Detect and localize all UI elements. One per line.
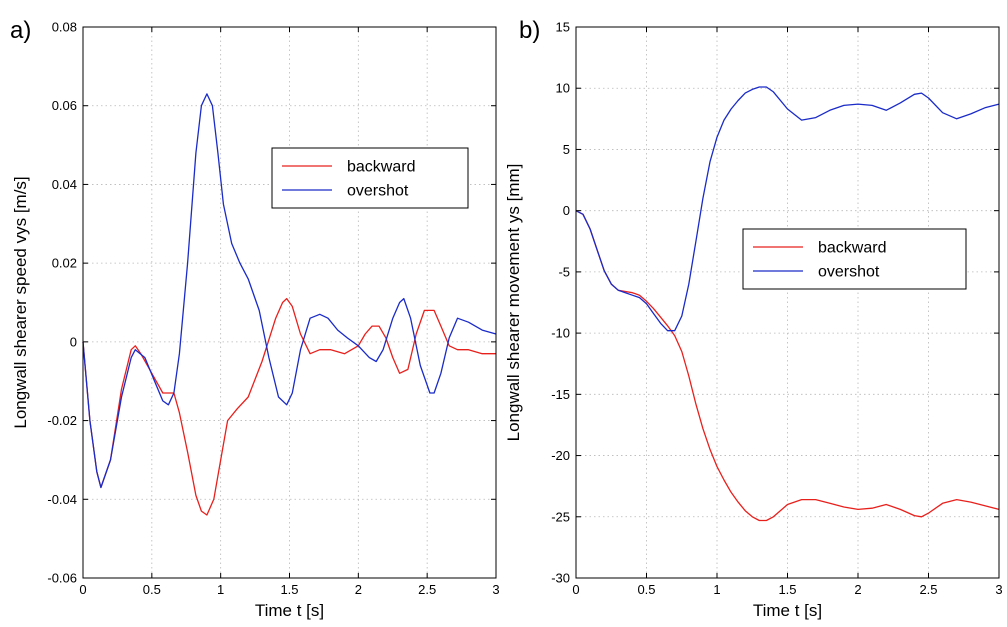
x-tick-label: 2 <box>854 582 861 597</box>
panel-a-x-tick-labels: 0 0.5 1 1.5 2 2.5 3 <box>79 27 500 597</box>
panel-a-legend: backward overshot <box>271 147 469 209</box>
x-tick-label: 2.5 <box>418 582 436 597</box>
panel-a-speed-chart: a) 0 0.5 1 1.5 2 2.5 3 -0.06 -0.04 -0.02 0 0.02 0.0… <box>10 17 500 620</box>
y-tick-label: -10 <box>551 326 570 341</box>
panel-a-y-tick-labels: -0.06 -0.04 -0.02 0 0.02 0.04 0.06 0.08 <box>47 20 496 586</box>
panel-a-y-axis-label: Longwall shearer speed vys [m/s] <box>11 176 30 428</box>
y-tick-label: -0.06 <box>47 571 77 586</box>
x-tick-label: 0.5 <box>143 582 161 597</box>
panel-label-b: b) <box>519 17 540 44</box>
x-tick-label: 0 <box>79 582 86 597</box>
panel-label-a: a) <box>10 17 31 44</box>
x-tick-label: 1.5 <box>280 582 298 597</box>
y-tick-label: 0 <box>563 203 570 218</box>
y-tick-label: 0.08 <box>52 20 77 35</box>
x-tick-label: 1.5 <box>778 582 796 597</box>
y-tick-label: -30 <box>551 571 570 586</box>
panel-b-movement-chart: b) 0 0.5 1 1.5 2 2.5 3 -30 -25 -20 -15 -10 -5 0 5 10 15… <box>504 17 1003 620</box>
panel-b-y-tick-labels: -30 -25 -20 -15 -10 -5 0 5 10 15 <box>551 20 999 586</box>
x-tick-label: 0 <box>572 582 579 597</box>
legend-label-backward: backward <box>347 159 415 176</box>
legend-box <box>742 228 967 290</box>
x-tick-label: 0.5 <box>637 582 655 597</box>
panel-b-y-axis-label: Longwall shearer movement ys [mm] <box>504 164 523 442</box>
panel-b-x-axis-label: Time t [s] <box>753 601 822 620</box>
panel-a-x-axis-label: Time t [s] <box>255 601 324 620</box>
x-tick-label: 2 <box>355 582 362 597</box>
x-tick-label: 3 <box>995 582 1002 597</box>
legend-label-overshot: overshot <box>347 183 409 200</box>
legend-label-overshot: overshot <box>818 264 880 281</box>
y-tick-label: 5 <box>563 142 570 157</box>
panel-b-x-tick-labels: 0 0.5 1 1.5 2 2.5 3 <box>572 27 1003 597</box>
x-tick-label: 2.5 <box>919 582 937 597</box>
series-line-backward <box>575 210 1000 522</box>
panel-b-series-lines <box>575 86 1000 522</box>
series-line-overshot <box>82 93 497 489</box>
y-tick-label: -25 <box>551 509 570 524</box>
legend-label-backward: backward <box>818 240 886 257</box>
x-tick-label: 1 <box>713 582 720 597</box>
panel-a-grid <box>83 27 496 578</box>
panel-b-legend: backward overshot <box>742 228 967 290</box>
panel-a-series-lines <box>82 93 497 516</box>
y-tick-label: 0.04 <box>52 177 77 192</box>
series-line-overshot <box>575 86 1000 332</box>
y-tick-label: -5 <box>558 264 570 279</box>
legend-box <box>271 147 469 209</box>
y-tick-label: 10 <box>556 81 570 96</box>
x-tick-label: 1 <box>217 582 224 597</box>
y-tick-label: 15 <box>556 20 570 35</box>
y-tick-label: 0 <box>70 334 77 349</box>
y-tick-label: -15 <box>551 387 570 402</box>
y-tick-label: 0.02 <box>52 256 77 271</box>
x-tick-label: 3 <box>492 582 499 597</box>
y-tick-label: -0.02 <box>47 413 77 428</box>
y-tick-label: -0.04 <box>47 492 77 507</box>
y-tick-label: 0.06 <box>52 98 77 113</box>
y-tick-label: -20 <box>551 448 570 463</box>
